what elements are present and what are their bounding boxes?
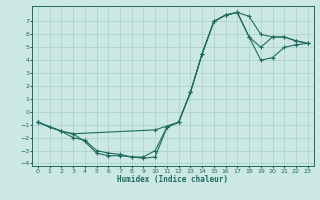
X-axis label: Humidex (Indice chaleur): Humidex (Indice chaleur)	[117, 175, 228, 184]
